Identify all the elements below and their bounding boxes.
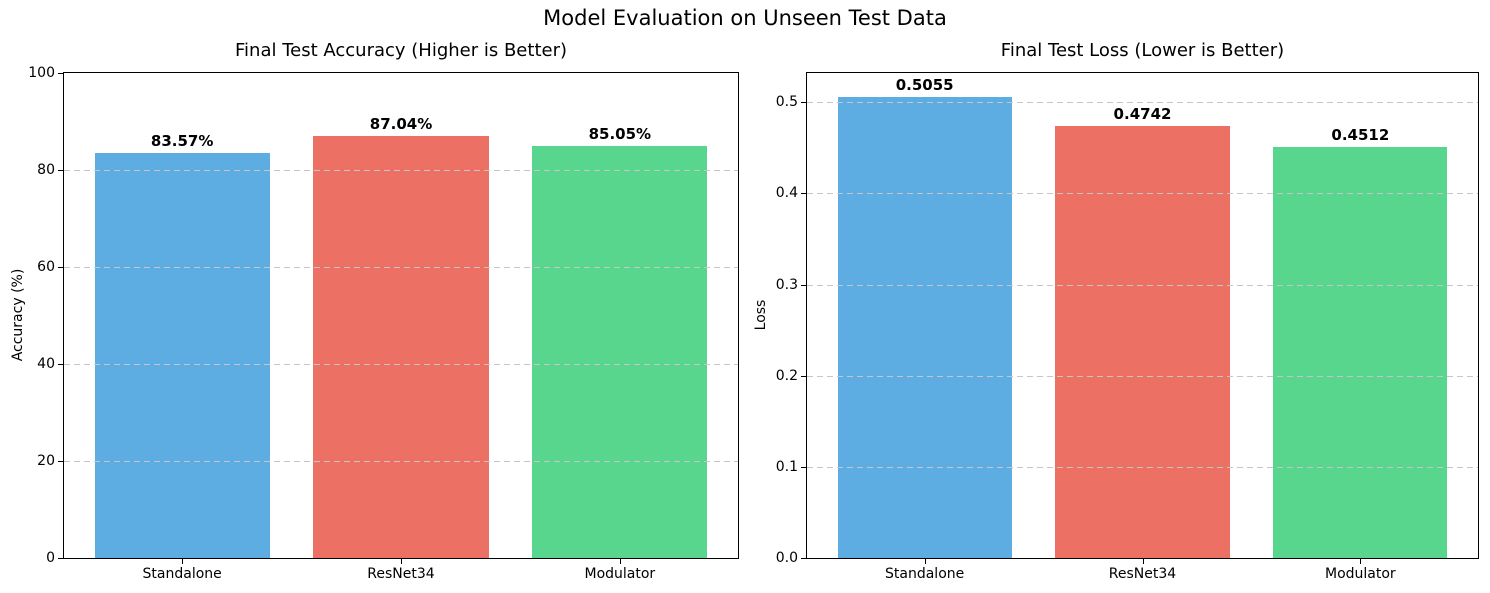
x-tick-label: Modulator	[584, 566, 656, 582]
y-tick-label: 100	[28, 65, 55, 81]
y-tick-mark	[801, 284, 806, 286]
x-tick-mark	[401, 559, 402, 564]
y-tick-label: 0.3	[775, 276, 798, 293]
gridline	[64, 267, 738, 268]
y-tick-label: 20	[37, 453, 55, 469]
loss-chart-title: Final Test Loss (Lower is Better)	[1000, 40, 1285, 61]
loss-plot-area: 0.5055 0.4742 0.4512	[806, 72, 1479, 559]
y-tick-mark	[801, 466, 806, 468]
bar-value-label: 83.57%	[150, 131, 214, 150]
y-tick-mark	[58, 73, 63, 74]
y-tick-mark	[801, 102, 806, 104]
x-tick-mark	[924, 559, 926, 564]
bar-modulator	[1273, 146, 1448, 558]
y-tick-mark	[801, 558, 806, 559]
accuracy-chart-title: Final Test Accuracy (Higher is Better)	[235, 40, 567, 61]
y-tick-label: 60	[37, 259, 55, 275]
bar-value-label: 85.05%	[588, 124, 652, 143]
gridline	[807, 466, 1478, 468]
x-tick-label: ResNet34	[367, 566, 435, 582]
gridline	[64, 364, 738, 365]
y-tick-label: 80	[37, 162, 55, 178]
x-tick-mark	[619, 559, 621, 564]
x-tick-label: Standalone	[142, 566, 222, 582]
y-tick-label: 0.5	[775, 94, 798, 111]
gridline	[807, 193, 1478, 195]
bar-value-label: 0.5055	[895, 76, 954, 95]
bar-standalone	[94, 152, 270, 558]
y-tick-mark	[58, 461, 63, 462]
y-tick-label: 0	[46, 550, 55, 566]
x-tick-mark	[182, 559, 184, 564]
y-tick-mark	[58, 267, 63, 268]
gridline	[807, 284, 1478, 286]
x-tick-mark	[1142, 559, 1144, 564]
bar-resnet34	[1055, 125, 1230, 558]
bar-standalone	[837, 97, 1012, 558]
y-tick-mark	[58, 364, 63, 365]
x-tick-label: Modulator	[1325, 566, 1396, 582]
accuracy-plot-area: 83.57% 87.04% 85.05%	[63, 72, 739, 559]
gridline	[807, 375, 1478, 377]
gridline	[807, 102, 1478, 104]
y-tick-mark	[801, 375, 806, 377]
y-tick-label: 0.2	[775, 367, 798, 384]
bar-value-label: 87.04%	[369, 114, 433, 133]
y-tick-label: 40	[37, 356, 55, 372]
y-tick-mark	[801, 193, 806, 195]
bar-value-label: 0.4742	[1113, 104, 1172, 123]
figure-suptitle: Model Evaluation on Unseen Test Data	[543, 6, 947, 30]
x-tick-mark	[1360, 559, 1362, 564]
bar-value-label: 0.4512	[1331, 125, 1390, 144]
y-tick-label: 0.0	[775, 550, 798, 566]
bar-resnet34	[313, 135, 489, 558]
y-tick-label: 0.4	[775, 185, 798, 202]
gridline	[64, 170, 738, 171]
gridline	[64, 461, 738, 462]
x-tick-label: Standalone	[885, 566, 965, 582]
y-tick-mark	[58, 558, 63, 559]
loss-y-axis-label: Loss	[753, 299, 769, 331]
x-tick-label: ResNet34	[1108, 566, 1177, 582]
bar-modulator	[532, 145, 708, 558]
y-tick-mark	[58, 170, 63, 171]
y-tick-label: 0.1	[775, 458, 798, 475]
